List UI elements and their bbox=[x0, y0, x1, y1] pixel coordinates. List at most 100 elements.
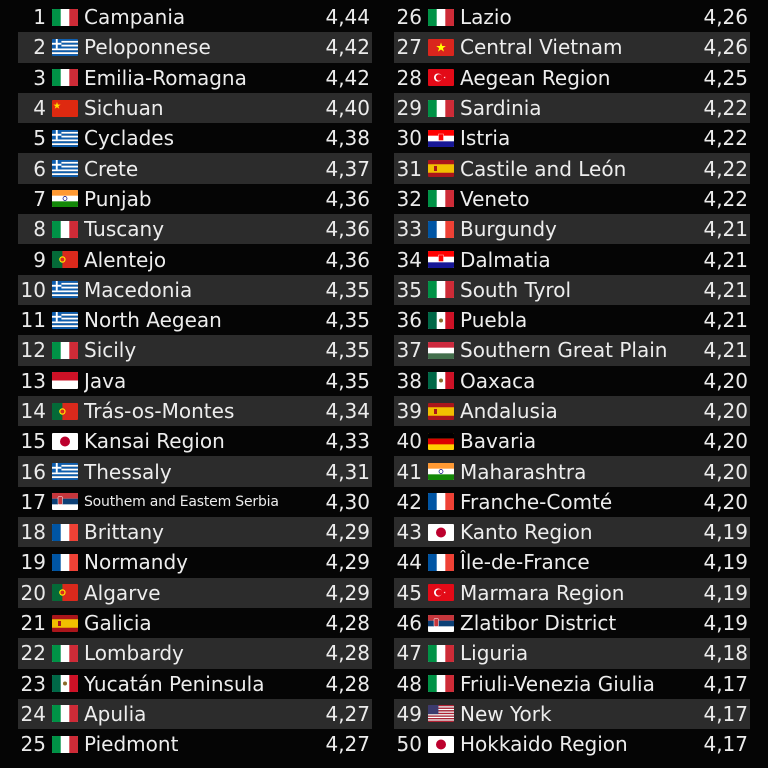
portugal-flag-icon bbox=[52, 251, 78, 269]
rank-number: 27 bbox=[396, 35, 422, 60]
region-name: Algarve bbox=[84, 580, 161, 605]
portugal-flag-icon bbox=[52, 584, 78, 602]
list-item: 4 Sichuan 4,40 bbox=[18, 92, 372, 124]
rating-score: 4,26 bbox=[703, 35, 748, 60]
greece-flag-icon bbox=[52, 311, 78, 329]
region-name: Castile and León bbox=[460, 156, 627, 181]
list-item: 50 Hokkaido Region 4,17 bbox=[394, 729, 750, 759]
rank-number: 22 bbox=[20, 641, 46, 666]
germany-flag-icon bbox=[428, 432, 454, 450]
region-name: Kanto Region bbox=[460, 520, 593, 545]
rating-score: 4,20 bbox=[703, 459, 748, 484]
rating-score: 4,35 bbox=[325, 308, 370, 333]
list-item: 11 North Aegean 4,35 bbox=[18, 305, 372, 335]
rank-number: 44 bbox=[396, 550, 422, 575]
region-name: Campania bbox=[84, 5, 186, 30]
rank-number: 49 bbox=[396, 701, 422, 726]
list-item: 37 Southern Great Plain 4,21 bbox=[394, 335, 750, 366]
rating-score: 4,18 bbox=[703, 641, 748, 666]
italy-flag-icon bbox=[428, 281, 454, 299]
rank-number: 21 bbox=[20, 611, 46, 636]
japan-flag-icon bbox=[52, 432, 78, 450]
rating-score: 4,19 bbox=[703, 550, 748, 575]
italy-flag-icon bbox=[52, 69, 78, 87]
list-item: 48 Friuli-Venezia Giulia 4,17 bbox=[394, 669, 750, 699]
rating-score: 4,29 bbox=[325, 550, 370, 575]
region-name: Marmara Region bbox=[460, 580, 625, 605]
region-name: Lombardy bbox=[84, 641, 184, 666]
region-name: Galicia bbox=[84, 611, 152, 636]
region-name: Macedonia bbox=[84, 277, 193, 302]
region-name: Friuli-Venezia Giulia bbox=[460, 671, 655, 696]
rank-number: 38 bbox=[396, 368, 422, 393]
rating-score: 4,38 bbox=[325, 126, 370, 151]
mexico-flag-icon bbox=[52, 675, 78, 693]
serbia-flag-icon bbox=[52, 493, 78, 511]
croatia-flag-icon bbox=[428, 251, 454, 269]
list-item: 44 Île-de-France 4,19 bbox=[394, 547, 750, 577]
rank-number: 7 bbox=[33, 186, 46, 211]
region-name: Yucatán Peninsula bbox=[84, 671, 265, 696]
portugal-flag-icon bbox=[52, 402, 78, 420]
rank-number: 32 bbox=[396, 186, 422, 211]
list-item: 33 Burgundy 4,21 bbox=[394, 214, 750, 245]
list-item: 18 Brittany 4,29 bbox=[18, 517, 372, 548]
italy-flag-icon bbox=[428, 675, 454, 693]
rating-score: 4,27 bbox=[325, 732, 370, 757]
rank-number: 31 bbox=[396, 156, 422, 181]
rating-score: 4,17 bbox=[703, 701, 748, 726]
rating-score: 4,21 bbox=[703, 217, 748, 242]
list-item: 43 Kanto Region 4,19 bbox=[394, 517, 750, 548]
rating-score: 4,29 bbox=[325, 580, 370, 605]
list-item: 13 Java 4,35 bbox=[18, 366, 372, 396]
region-name: Hokkaido Region bbox=[460, 732, 628, 757]
region-name: Lazio bbox=[460, 5, 512, 30]
rank-number: 47 bbox=[396, 641, 422, 666]
list-item: 23 Yucatán Peninsula 4,28 bbox=[18, 669, 372, 699]
list-item: 21 Galicia 4,28 bbox=[18, 608, 372, 638]
rating-score: 4,22 bbox=[703, 156, 748, 181]
rank-number: 41 bbox=[396, 459, 422, 484]
region-name: Punjab bbox=[84, 186, 152, 211]
region-name: Alentejo bbox=[84, 247, 167, 272]
rank-number: 10 bbox=[20, 277, 46, 302]
rating-score: 4,27 bbox=[325, 701, 370, 726]
italy-flag-icon bbox=[52, 735, 78, 753]
rating-score: 4,36 bbox=[325, 186, 370, 211]
rank-number: 36 bbox=[396, 308, 422, 333]
spain-flag-icon bbox=[428, 160, 454, 178]
vietnam-flag-icon bbox=[428, 38, 454, 56]
greece-flag-icon bbox=[52, 281, 78, 299]
rank-number: 26 bbox=[396, 5, 422, 30]
rank-number: 35 bbox=[396, 277, 422, 302]
japan-flag-icon bbox=[428, 735, 454, 753]
list-item: 40 Bavaria 4,20 bbox=[394, 426, 750, 456]
region-name: Java bbox=[84, 368, 127, 393]
region-name: South Tyrol bbox=[460, 277, 571, 302]
region-name: Normandy bbox=[84, 550, 189, 575]
region-name: Aegean Region bbox=[460, 65, 611, 90]
list-item: 12 Sicily 4,35 bbox=[18, 335, 372, 366]
italy-flag-icon bbox=[52, 705, 78, 723]
region-name: Brittany bbox=[84, 520, 164, 545]
indonesia-flag-icon bbox=[52, 372, 78, 390]
list-item: 29 Sardinia 4,22 bbox=[394, 92, 750, 124]
rank-number: 13 bbox=[20, 368, 46, 393]
region-name: Sicily bbox=[84, 338, 137, 363]
rank-number: 14 bbox=[20, 399, 46, 423]
list-item: 28 Aegean Region 4,25 bbox=[394, 63, 750, 93]
italy-flag-icon bbox=[52, 220, 78, 238]
rank-number: 8 bbox=[33, 217, 46, 242]
rank-number: 11 bbox=[20, 308, 46, 333]
rank-number: 25 bbox=[20, 732, 46, 757]
rank-number: 23 bbox=[20, 671, 46, 696]
rating-score: 4,34 bbox=[325, 399, 370, 423]
list-item: 16 Thessaly 4,31 bbox=[18, 456, 372, 487]
greece-flag-icon bbox=[52, 38, 78, 56]
rating-score: 4,36 bbox=[325, 247, 370, 272]
list-item: 38 Oaxaca 4,20 bbox=[394, 366, 750, 396]
region-name: Southern Great Plain bbox=[460, 338, 668, 363]
rank-number: 39 bbox=[396, 399, 422, 423]
rank-number: 18 bbox=[20, 520, 46, 545]
list-item: 10 Macedonia 4,35 bbox=[18, 274, 372, 305]
